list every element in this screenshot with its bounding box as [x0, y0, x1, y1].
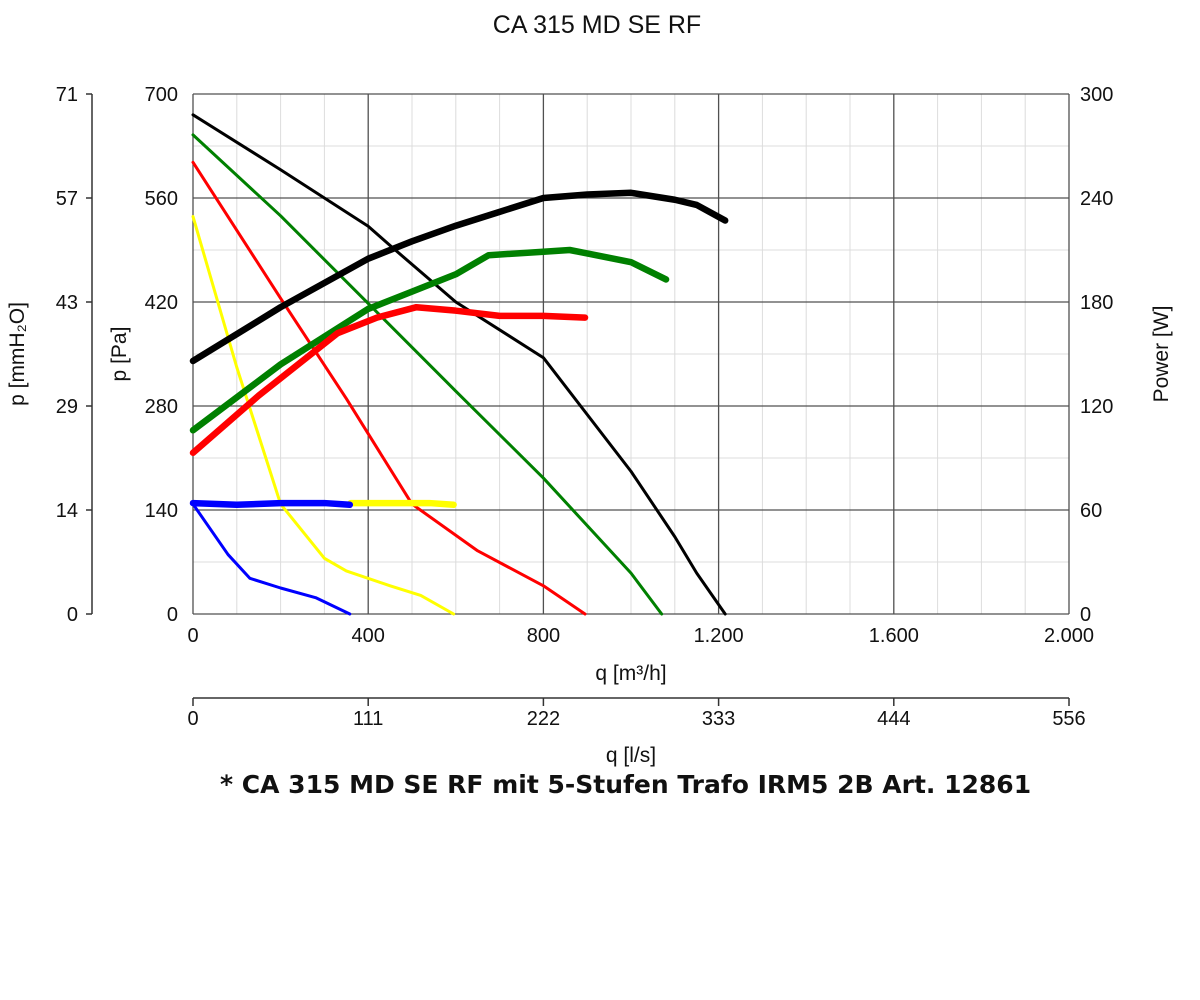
y-tick-label: 420: [145, 292, 178, 314]
y3-tick-label: 240: [1080, 188, 1113, 210]
axes: [86, 93, 1070, 706]
x2-tick-label: 444: [877, 708, 910, 730]
x-tick-label: 1.600: [869, 625, 919, 647]
x2-tick-label: 556: [1052, 708, 1085, 730]
y3-tick-label: 180: [1080, 292, 1113, 314]
y2-tick-label: 43: [56, 292, 78, 314]
power-curves: [189, 189, 729, 509]
y2-tick-label: 57: [56, 188, 78, 210]
tick-labels: 0014014280294204356057700710601201802403…: [56, 84, 1114, 730]
y3-tick-label: 300: [1080, 84, 1113, 106]
y3-tick-label: 0: [1080, 604, 1091, 626]
y2-tick-label: 29: [56, 396, 78, 418]
y2-tick-label: 71: [56, 84, 78, 106]
pressure-black-curve: [191, 113, 727, 616]
x2-axis-label: q [l/s]: [606, 744, 656, 767]
y3-tick-label: 60: [1080, 500, 1102, 522]
y-axis-label: p [Pa]: [108, 327, 131, 382]
y-tick-label: 280: [145, 396, 178, 418]
y2-axis-label: p [mmH₂O]: [6, 302, 29, 406]
major-grid: [192, 93, 1070, 615]
x2-tick-label: 333: [702, 708, 735, 730]
power-yellow-curve: [347, 499, 457, 509]
pressure-curves: [191, 113, 727, 616]
y3-tick-label: 120: [1080, 396, 1113, 418]
x2-tick-label: 222: [527, 708, 560, 730]
chart-title: CA 315 MD SE RF: [493, 11, 701, 39]
x2-tick-label: 111: [353, 708, 383, 730]
x-tick-label: 1.200: [694, 625, 744, 647]
x-tick-label: 400: [352, 625, 385, 647]
pressure-green-curve: [191, 133, 664, 616]
power-black-curve: [189, 189, 729, 365]
footnote: * CA 315 MD SE RF mit 5-Stufen Trafo IRM…: [220, 770, 1032, 799]
power-red-curve: [189, 303, 589, 457]
power-blue-curve: [189, 499, 354, 509]
minor-grid: [193, 94, 1069, 614]
x-tick-label: 0: [187, 625, 198, 647]
x2-tick-label: 0: [187, 708, 198, 730]
x-tick-label: 2.000: [1044, 625, 1094, 647]
y-tick-label: 560: [145, 188, 178, 210]
y-tick-label: 140: [145, 500, 178, 522]
pressure-blue-curve: [191, 502, 352, 616]
y3-axis-label: Power [W]: [1150, 306, 1173, 403]
x-axis-label: q [m³/h]: [595, 662, 666, 685]
y2-tick-label: 0: [67, 604, 78, 626]
power-green-curve: [189, 246, 670, 434]
y-tick-label: 0: [167, 604, 178, 626]
y-tick-label: 700: [145, 84, 178, 106]
x-tick-label: 800: [527, 625, 560, 647]
y2-tick-label: 14: [56, 500, 78, 522]
